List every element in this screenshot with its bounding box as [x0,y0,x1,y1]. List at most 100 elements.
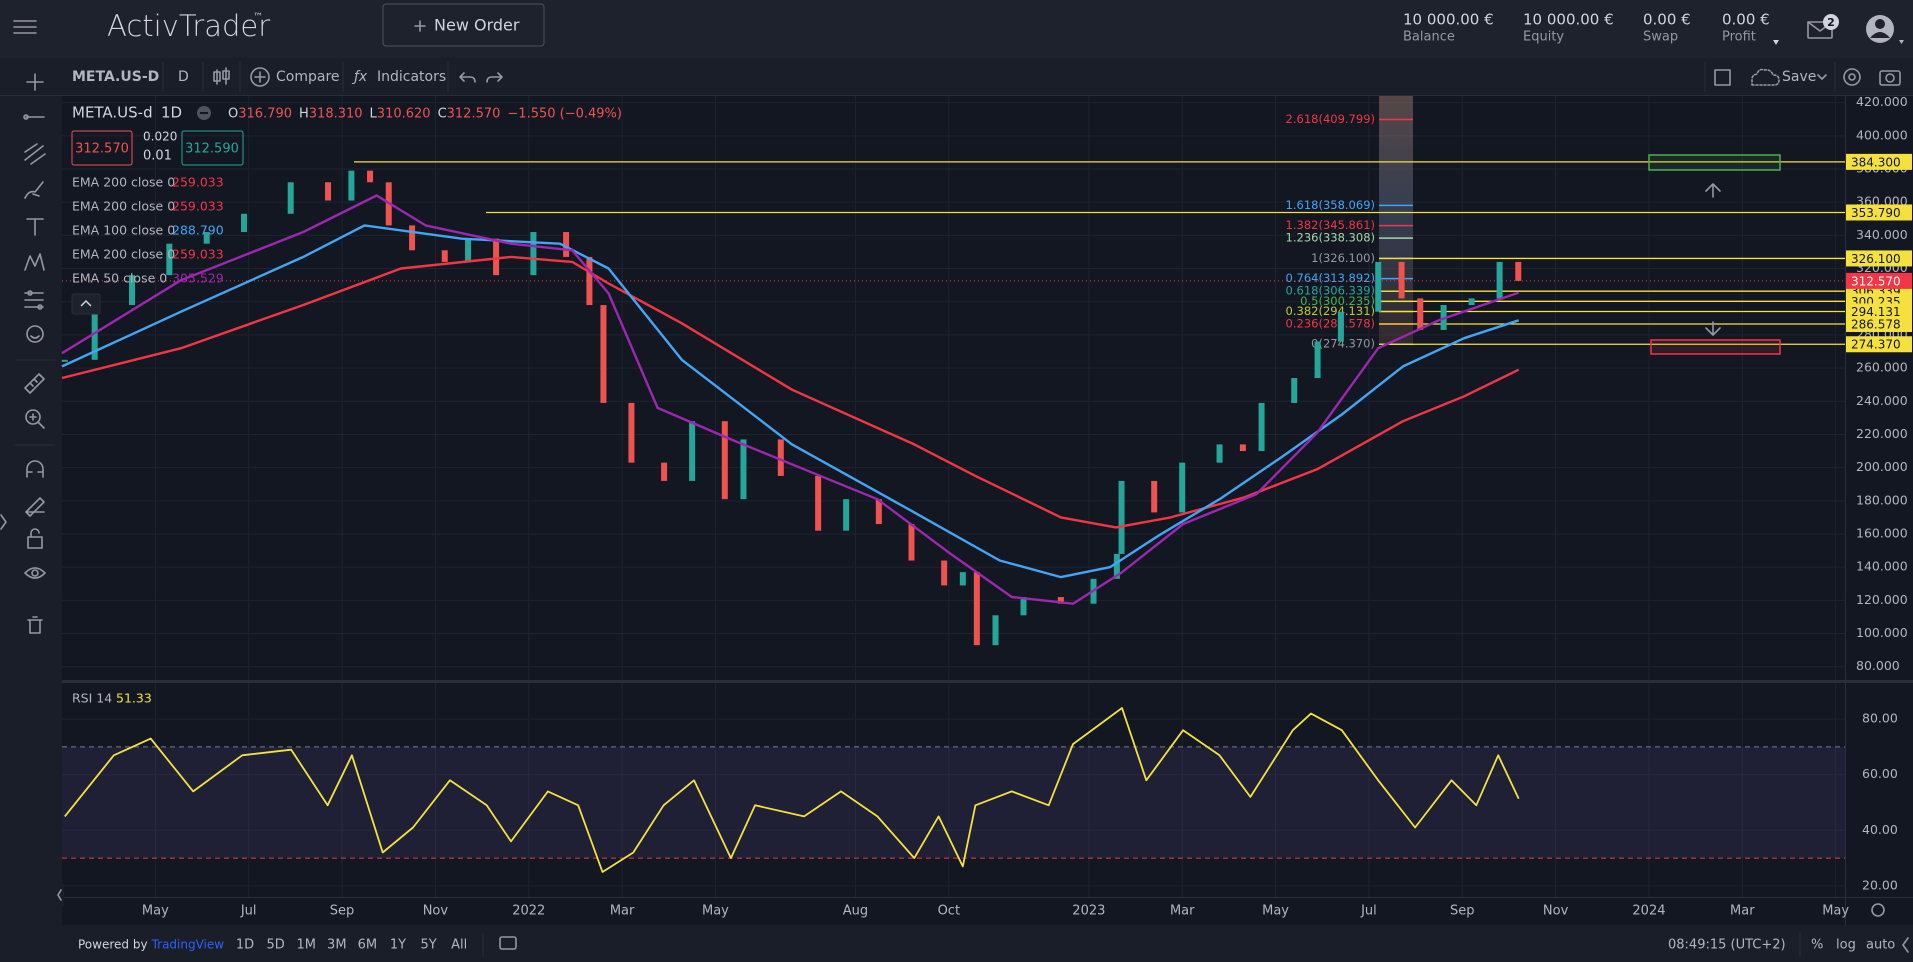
candle [1314,341,1321,379]
x-tick-label: May [142,904,169,919]
price-tag-label: 274.370 [1851,338,1901,352]
candle [166,243,173,276]
text-tool[interactable] [26,218,44,236]
collapse-panel[interactable] [54,884,64,906]
target-box[interactable] [1648,154,1781,198]
brand-link[interactable]: TradingView [151,938,225,952]
account-value: 10 000.00 € [1403,11,1494,29]
axis-settings[interactable] [1871,903,1885,917]
ruler-tool[interactable] [24,373,45,394]
trend-tool[interactable] [24,143,46,165]
range-button[interactable]: 1D [236,938,254,953]
auto-toggle[interactable]: auto [1866,938,1895,953]
expand-panel[interactable] [0,514,7,530]
candle [1020,597,1027,616]
candle [721,421,728,500]
log-toggle[interactable]: log [1836,938,1856,953]
ohlc-key: O [228,107,238,122]
range-button[interactable]: 5D [266,938,284,953]
bid-box[interactable] [71,130,133,166]
percent-toggle[interactable]: % [1811,938,1823,953]
fib-label: 0(274.370) [1311,337,1375,351]
range-button[interactable]: 6M [358,938,378,953]
chart-type-button[interactable] [213,67,230,85]
delete-tool[interactable] [27,616,43,634]
y-tick-label: 240.000 [1856,393,1908,408]
visibility-tool[interactable] [24,567,46,579]
fib-label: 1.236(338.308) [1286,231,1375,245]
save-button[interactable]: Save [1782,69,1816,85]
layout-button[interactable] [1751,68,1780,86]
cursor-tool[interactable] [26,73,44,91]
ohlc-change: −1.550 (−0.49%) [507,107,622,122]
candle [241,213,248,233]
interval-button[interactable]: D [178,69,189,85]
x-tick-label: 2022 [512,904,545,919]
badge [1823,14,1839,30]
save-menu[interactable] [1817,74,1827,80]
series-line [64,707,1520,873]
ask-box[interactable] [181,130,244,166]
emoji-tool[interactable] [26,325,44,343]
range-button[interactable]: 1Y [390,938,406,953]
undo-button[interactable] [459,72,476,83]
candle [1291,378,1298,403]
redo-button[interactable] [486,72,503,83]
ohlc-key: C [438,107,447,122]
settings-button[interactable] [1843,68,1861,86]
indicator-value: 305.529 [172,271,224,286]
indicator-name: EMA 200 close 0 [72,247,175,262]
account-label: Balance [1403,30,1455,45]
candle [1151,480,1158,513]
candle [600,305,607,403]
x-tick-label: Sep [1450,904,1475,919]
zoom-tool[interactable] [25,409,45,429]
footer: Powered by TradingView 1D 5D 1M 3M 6M 1Y 5Y All 08… [78,933,1895,957]
candle [348,170,355,201]
fullscreen-button[interactable] [1714,69,1731,86]
x-tick-label: 2023 [1072,904,1105,919]
candle [1258,402,1265,452]
brush-tool[interactable] [24,181,44,199]
forecast-tool[interactable] [24,290,44,310]
pattern-tool[interactable] [24,253,45,271]
magnet-tool[interactable] [26,460,44,478]
rsi-name: RSI 14 [72,691,112,706]
y-tick-label: 260.000 [1856,360,1908,375]
profit-menu[interactable] [1773,40,1779,45]
indicators-button[interactable]: ƒx Indicators [351,69,446,85]
compare-button[interactable]: Compare [250,67,340,87]
x-tick-label: Mar [1170,904,1195,919]
stay-drawing-tool[interactable] [25,497,45,517]
side-toolbar [0,96,62,962]
scroll-button[interactable] [1902,937,1909,953]
new-order-button[interactable]: New Order [382,3,545,47]
y-tick-label: 180.000 [1856,492,1908,507]
menu-button[interactable] [13,20,37,34]
range-button[interactable]: 1M [296,938,316,953]
goto-date[interactable] [499,936,517,950]
ohlc-key: L [370,107,378,122]
button-label: New Order [434,16,520,35]
bottom-bar [62,925,1913,962]
legend-symbol: META.US-d [72,104,153,122]
collapse-legend[interactable] [71,293,101,315]
mail-button[interactable]: 2 [1807,14,1839,39]
candle [689,421,696,481]
candle [1398,261,1405,299]
fib-label: 1.382(345.861) [1286,218,1375,232]
snapshot-button[interactable] [1879,70,1901,86]
range-button[interactable]: All [451,938,467,953]
stop-box[interactable] [1650,321,1781,355]
price-tag [1846,250,1912,267]
line-tool[interactable] [23,114,45,120]
range-button[interactable]: 5Y [420,938,436,953]
powered-by: Powered by [78,938,148,952]
symbol-search[interactable]: META.US-D [72,69,159,85]
lock-tool[interactable] [27,528,43,549]
range-button[interactable]: 3M [327,938,347,953]
avatar[interactable] [1866,15,1904,44]
